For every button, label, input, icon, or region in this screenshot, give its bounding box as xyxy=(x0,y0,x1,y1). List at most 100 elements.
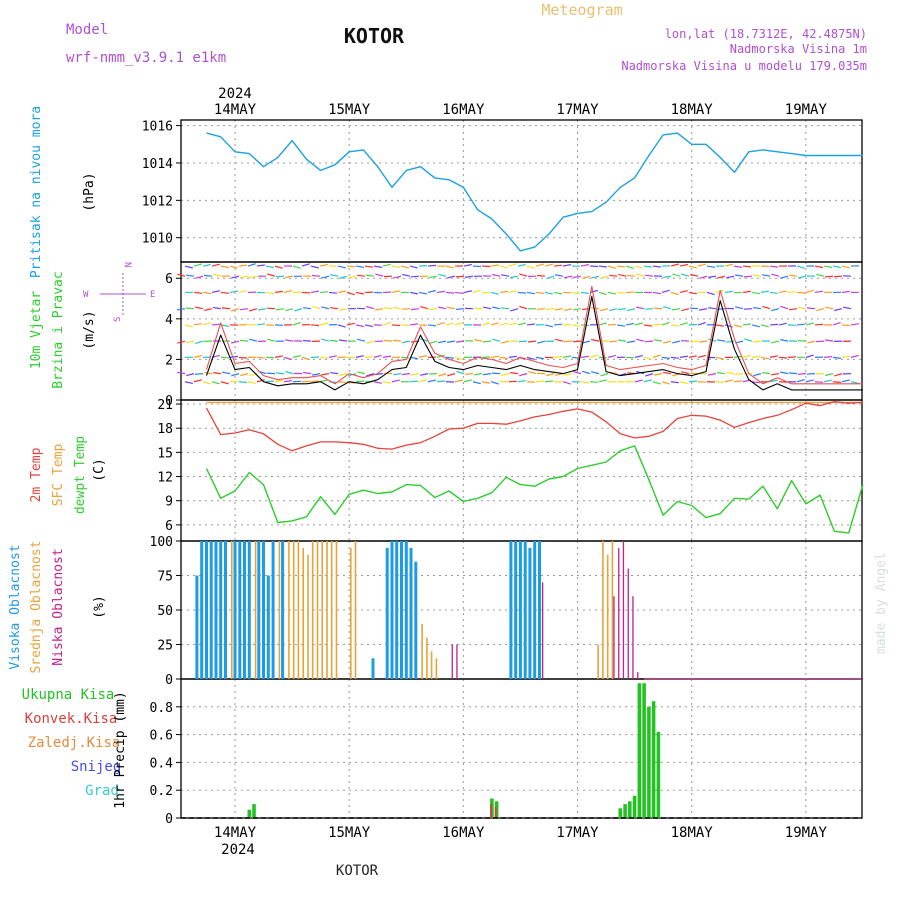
wind-arrow xyxy=(204,308,213,311)
wind-arrow xyxy=(292,265,301,269)
wind-arrow xyxy=(211,323,221,326)
wind-arrow xyxy=(465,275,474,278)
wind-arrow xyxy=(715,356,724,360)
wind-arrow xyxy=(383,307,393,310)
cloud-high-bar xyxy=(262,541,265,679)
wind-arrow xyxy=(445,356,455,359)
wind-arrow xyxy=(409,323,418,326)
cloud-high-bar xyxy=(200,541,204,679)
wind-arrow xyxy=(663,275,672,278)
wind-arrow xyxy=(572,340,582,343)
wind-arrow xyxy=(445,291,455,294)
cloud-mid-bar xyxy=(254,541,257,679)
wind-arrow xyxy=(544,380,554,383)
temp-unit: (C) xyxy=(92,458,107,481)
cloud-mid-bar xyxy=(307,554,309,679)
wind-arrow xyxy=(681,273,690,277)
wind-arrow xyxy=(472,381,481,385)
wind-arrow xyxy=(743,308,753,310)
wind-arrow xyxy=(717,372,726,375)
wind-arrow xyxy=(238,264,247,267)
wind-arrow xyxy=(302,339,312,342)
wind-arrow xyxy=(823,265,833,268)
wind-arrow xyxy=(670,263,679,267)
bottom-day-label-5: 18MAY xyxy=(671,825,714,841)
wind-arrow xyxy=(366,373,375,377)
wind-arrow xyxy=(815,340,825,343)
wind-arrow xyxy=(672,308,681,311)
wind-arrow xyxy=(760,324,769,328)
wind-arrow xyxy=(643,356,652,360)
wind-arrow xyxy=(275,372,285,375)
cloud-high-bar xyxy=(257,541,261,679)
wind-arrow xyxy=(303,307,312,310)
wind-arrow xyxy=(310,324,320,327)
cloud-low-bar xyxy=(637,672,639,679)
cloud-low-bar xyxy=(622,541,625,679)
wind-arrow xyxy=(814,381,824,383)
wind-arrow xyxy=(274,290,283,294)
wind-arrow xyxy=(238,356,248,359)
wind-arrow xyxy=(553,291,563,295)
wind-arrow xyxy=(499,322,508,326)
wind-arrow xyxy=(771,273,780,277)
wind-arrow xyxy=(726,371,735,375)
wind-arrow xyxy=(409,265,418,269)
precip-legend: Ukupna Kisa Konvek.Kisa Zaledj.Kisa Snijeg G… xyxy=(22,687,122,799)
wind-arrow xyxy=(301,356,310,361)
precip-frame xyxy=(180,678,863,819)
wind-arrow xyxy=(573,275,582,279)
wind-arrow xyxy=(220,265,230,269)
wind-arrow xyxy=(697,322,706,326)
wind-arrow xyxy=(652,265,661,268)
precip-total-bar xyxy=(656,731,661,818)
wind-arrow xyxy=(681,308,690,312)
wind-arrow xyxy=(580,291,589,294)
wind-arrow xyxy=(454,291,464,294)
pressure-ytick-label: 1010 xyxy=(142,232,173,247)
wind-arrow xyxy=(267,338,276,342)
wind-arrow xyxy=(330,274,339,277)
wind-arrow xyxy=(481,322,490,326)
wind-arrow xyxy=(689,307,699,310)
cloud-mid-bar xyxy=(330,541,333,679)
wind-arrow xyxy=(580,264,590,267)
wind-arrow xyxy=(177,308,186,311)
wind-arrow xyxy=(346,322,355,326)
wind-arrow xyxy=(482,306,492,310)
wind-panel: 0 2 4 6 xyxy=(165,261,863,409)
wind-arrow xyxy=(366,305,375,310)
wind-arrow xyxy=(663,340,672,344)
wind-arrow xyxy=(816,308,825,312)
cloud-mid-bar xyxy=(297,541,300,679)
wind-arrow xyxy=(283,290,292,294)
wind-arrow xyxy=(490,355,499,358)
wind-arrow xyxy=(591,338,600,342)
model-altitude-label: Nadmorska Visina u modelu 179.035m xyxy=(621,59,867,73)
wind-arrow xyxy=(184,265,193,269)
wind-arrow xyxy=(310,380,320,383)
wind-arrow xyxy=(418,291,428,295)
wind-arrow xyxy=(544,291,553,295)
wind-arrow xyxy=(409,356,418,360)
wind-arrow xyxy=(618,339,627,342)
wind-arrow xyxy=(319,291,329,294)
wind-arrow xyxy=(474,373,483,376)
pressure-panel: 1010 1012 1014 1016 xyxy=(142,119,863,263)
cloud-mid-bar xyxy=(278,541,281,679)
wind-arrow xyxy=(211,263,220,267)
wind-arrow xyxy=(643,379,652,383)
wind-arrow xyxy=(231,275,240,279)
wind-arrow xyxy=(652,291,661,295)
wind-arrow xyxy=(310,265,319,269)
precip-ytick-label: 0.2 xyxy=(150,784,173,799)
wind-arrow xyxy=(832,265,842,269)
temperature-ytick-label: 6 xyxy=(165,519,173,534)
cloud-unit: (%) xyxy=(92,595,107,618)
legend-item-3: Zaledj.Kisa xyxy=(28,735,121,751)
wind-arrow xyxy=(328,291,338,294)
wind-arrow xyxy=(688,380,698,383)
wind-arrow xyxy=(563,275,573,279)
wind-arrow xyxy=(382,322,391,326)
wind-arrow xyxy=(321,306,330,310)
